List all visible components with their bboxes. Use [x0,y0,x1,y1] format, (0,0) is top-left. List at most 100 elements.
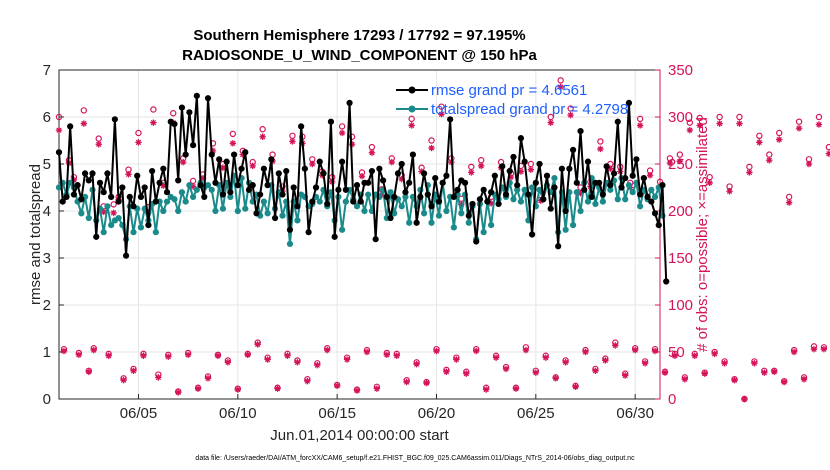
totalspread-point [592,200,599,208]
obs-assimilated-marker [264,356,271,363]
obs-assimilated-marker [612,342,619,349]
obs-assimilated-marker [468,169,475,176]
totalspread-point [264,210,271,217]
totalspread-point [625,182,633,189]
obs-assimilated-marker [552,375,559,382]
rmse-point [186,109,193,116]
rmse-point [379,177,387,184]
obs-assimilated-marker [184,351,192,359]
totalspread-point [569,222,577,229]
obs-assimilated-marker [75,351,83,359]
rmse-point [432,175,439,182]
totalspread-point [420,210,428,217]
obs-assimilated-marker [353,387,361,394]
totalspread-point [286,240,294,247]
obs-assimilated-marker [666,159,674,167]
obs-assimilated-marker [706,179,713,186]
rmse-point [216,156,223,163]
right-y-tick-label: 150 [668,250,693,267]
obs-assimilated-marker [204,375,212,382]
rmse-point [312,184,320,191]
obs-possible-marker [438,103,445,110]
obs-possible-marker [408,115,415,123]
totalspread-point [391,210,398,217]
obs-assimilated-marker [731,377,738,384]
rmse-point [357,198,364,205]
obs-assimilated-marker [800,376,808,383]
title-line-1: Southern Hemisphere 17293 / 17792 = 97.1… [193,27,525,44]
rmse-point [163,189,171,196]
obs-assimilated-marker [244,351,251,359]
rmse-point [413,219,420,226]
totalspread-point [599,198,606,205]
rmse-point [350,198,357,205]
obs-assimilated-marker [413,361,420,368]
obs-possible-marker [170,110,177,117]
obs-assimilated-marker [309,160,316,168]
obs-assimilated-marker [512,385,520,392]
obs-assimilated-marker [209,147,217,155]
obs-assimilated-marker [790,348,798,356]
obs-possible-marker [597,138,604,145]
rmse-point [383,193,390,200]
obs-assimilated-marker [259,133,266,140]
rmse-point [588,193,595,200]
obs-assimilated-marker [274,385,281,392]
totalspread-point [480,229,487,236]
rmse-point [67,123,74,130]
obs-assimilated-marker [651,347,659,355]
totalspread-point [521,186,528,193]
totalspread-point [517,198,525,205]
rmse-point [547,205,554,212]
totalspread-point [614,196,621,203]
rmse-point [130,203,137,210]
legend-spread-marker [408,105,416,113]
rmse-point [160,165,167,172]
obs-possible-marker [696,114,703,122]
rmse-point [648,198,655,205]
obs-assimilated-marker [780,378,788,386]
rmse-point [480,186,487,193]
right-y-tick-label: 200 [668,203,693,220]
right-y-tick-label: 100 [668,297,693,314]
rmse-point [599,191,606,198]
obs-possible-marker [686,119,694,126]
totalspread-point [488,222,495,229]
rmse-point [294,203,301,210]
rmse-point [201,193,208,200]
rmse-point [197,182,204,189]
totalspread-point [577,207,584,215]
obs-assimilated-marker [602,357,609,364]
totalspread-point [115,214,122,222]
rmse-point [622,175,629,182]
totalspread-point [342,198,349,205]
obs-assimilated-marker [567,111,574,119]
series-layer [55,77,830,403]
obs-assimilated-marker [433,347,440,355]
rmse-point [376,165,383,172]
obs-assimilated-marker [492,354,500,361]
obs-possible-marker [636,115,644,123]
obs-assimilated-marker [582,348,589,356]
obs-possible-marker [716,113,723,121]
obs-possible-marker [736,113,743,121]
left-y-tick-label: 0 [43,391,51,408]
obs-assimilated-marker [686,126,694,134]
obs-assimilated-marker [825,150,830,157]
rmse-point [85,177,92,184]
obs-assimilated-marker [502,365,510,373]
rmse-point [510,153,517,161]
totalspread-point [182,198,189,205]
rmse-series [55,92,670,285]
obs-assimilated-marker [338,129,346,137]
rmse-point [469,200,476,208]
obs-assimilated-marker [810,345,818,353]
rmse-point [495,200,502,208]
rmse-point [394,170,402,177]
left-y-tick-label: 7 [43,62,51,79]
obs-assimilated-marker [140,352,147,359]
legend: rmse grand pr = 4.6561 totalspread grand… [396,82,628,118]
totalspread-point [529,184,536,191]
totalspread-point [279,212,286,219]
totalspread-point [227,193,234,200]
